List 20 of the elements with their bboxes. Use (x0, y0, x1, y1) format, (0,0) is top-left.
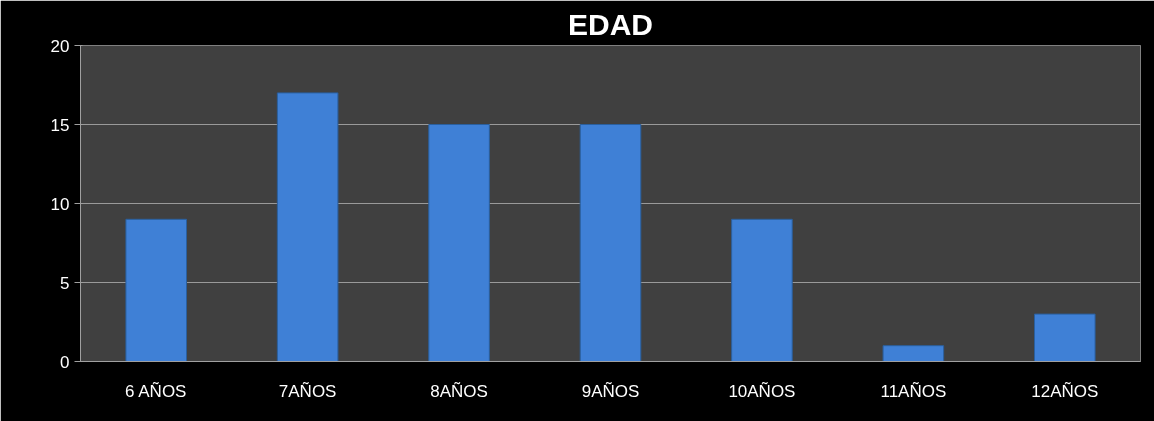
bar (882, 345, 945, 362)
x-tick-label: 10AÑOS (728, 381, 796, 401)
x-tick-label: 11AÑOS (880, 381, 947, 401)
bar (428, 124, 490, 362)
bar (125, 218, 187, 362)
x-tick-label: 6 AÑOS (125, 381, 187, 401)
bar (579, 124, 642, 362)
bar (276, 92, 339, 362)
x-tick-label: 8AÑOS (430, 381, 488, 401)
x-tick-label: 7AÑOS (278, 381, 337, 401)
y-tick-label: 5 (60, 273, 70, 293)
y-tick-label: 10 (50, 194, 70, 214)
x-tick-label: 9AÑOS (581, 381, 640, 401)
bar (1034, 313, 1096, 362)
chart-title: EDAD (568, 7, 654, 41)
y-tick-label: 20 (50, 36, 70, 56)
y-tick-label: 15 (50, 115, 70, 135)
x-tick-label: 12AÑOS (1031, 381, 1099, 401)
y-tick-label: 0 (60, 352, 70, 372)
bar (731, 218, 793, 362)
